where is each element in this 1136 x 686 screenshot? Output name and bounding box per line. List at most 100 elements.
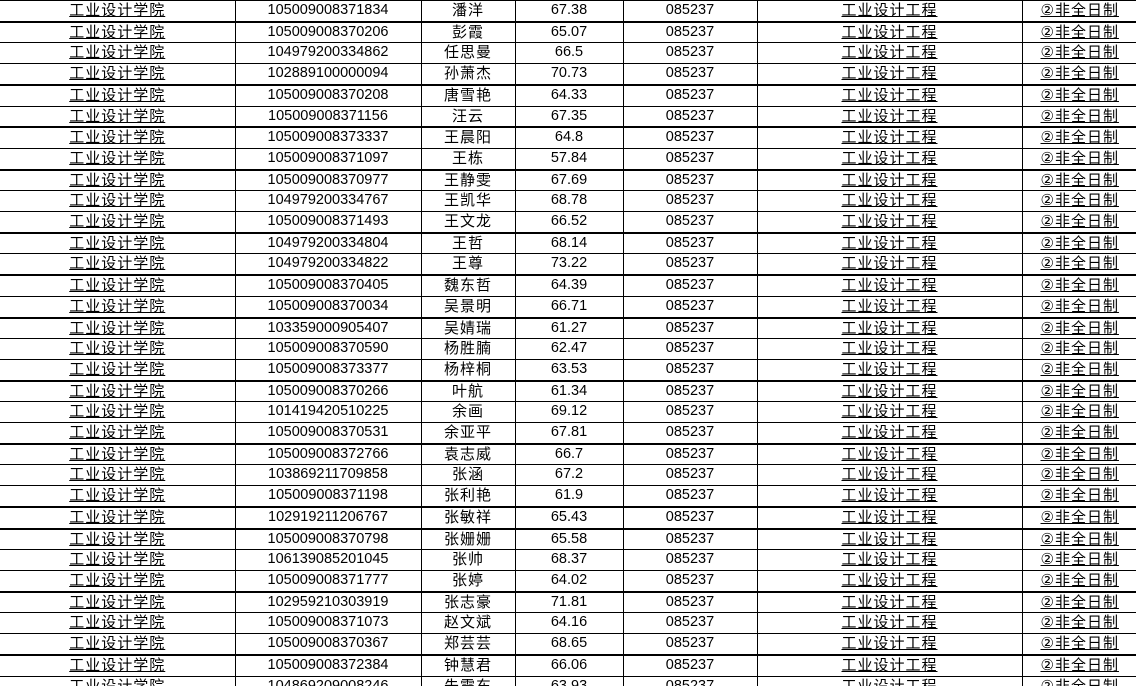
study-mode-cell: ②非全日制: [1022, 21, 1136, 44]
candidate-id-cell: 105009008371073: [235, 612, 422, 635]
study-mode-cell: ②非全日制: [1022, 211, 1136, 234]
score-cell: 64.33: [515, 84, 624, 107]
table-row: 工业设计学院 105009008370531 余亚平 67.81 085237 …: [0, 422, 1136, 445]
name-cell: 王栋: [421, 148, 516, 171]
score-cell: 70.73: [515, 63, 624, 86]
college-cell: 工业设计学院: [0, 63, 236, 86]
candidate-id-cell: 105009008371097: [235, 148, 422, 171]
score-cell: 68.37: [515, 549, 624, 571]
major-cell: 工业设计工程: [757, 401, 1023, 424]
name-cell: 张敏祥: [421, 506, 516, 530]
table-row: 工业设计学院 105009008370977 王静雯 67.69 085237 …: [0, 169, 1136, 192]
program-code-cell: 085237: [623, 190, 758, 213]
name-cell: 王文龙: [421, 211, 516, 234]
score-cell: 67.81: [515, 422, 624, 445]
college-cell: 工业设计学院: [0, 506, 236, 530]
score-cell: 63.53: [515, 359, 624, 382]
name-cell: 杨梓桐: [421, 359, 516, 382]
program-code-cell: 085237: [623, 676, 758, 686]
college-cell: 工业设计学院: [0, 42, 236, 65]
candidate-id-cell: 105009008370405: [235, 275, 422, 297]
name-cell: 赵文斌: [421, 612, 516, 635]
candidate-id-cell: 104979200334767: [235, 190, 422, 213]
name-cell: 王静雯: [421, 169, 516, 192]
score-cell: 68.78: [515, 190, 624, 213]
major-cell: 工业设计工程: [757, 654, 1023, 677]
college-cell: 工业设计学院: [0, 443, 236, 466]
name-cell: 张姗姗: [421, 528, 516, 551]
name-cell: 任思曼: [421, 42, 516, 65]
table-row: 工业设计学院 105009008370266 叶航 61.34 085237 工…: [0, 380, 1136, 403]
major-cell: 工业设计工程: [757, 127, 1023, 149]
study-mode-cell: ②非全日制: [1022, 612, 1136, 635]
study-mode-cell: ②非全日制: [1022, 464, 1136, 487]
program-code-cell: 085237: [623, 422, 758, 445]
study-mode-cell: ②非全日制: [1022, 591, 1136, 614]
major-cell: 工业设计工程: [757, 506, 1023, 530]
table-row: 工业设计学院 105009008370798 张姗姗 65.58 085237 …: [0, 528, 1136, 551]
study-mode-cell: ②非全日制: [1022, 443, 1136, 466]
candidate-id-cell: 104979200334822: [235, 253, 422, 277]
table-row: 工业设计学院 106139085201045 张帅 68.37 085237 工…: [0, 549, 1136, 571]
candidate-id-cell: 102919211206767: [235, 506, 422, 530]
college-cell: 工业设计学院: [0, 0, 236, 23]
study-mode-cell: ②非全日制: [1022, 317, 1136, 340]
name-cell: 王凯华: [421, 190, 516, 213]
candidate-id-cell: 105009008370034: [235, 296, 422, 319]
college-cell: 工业设计学院: [0, 612, 236, 635]
major-cell: 工业设计工程: [757, 422, 1023, 445]
college-cell: 工业设计学院: [0, 317, 236, 340]
college-cell: 工业设计学院: [0, 654, 236, 677]
candidate-id-cell: 106139085201045: [235, 549, 422, 571]
major-cell: 工业设计工程: [757, 275, 1023, 297]
major-cell: 工业设计工程: [757, 84, 1023, 107]
score-cell: 61.9: [515, 485, 624, 508]
score-cell: 64.8: [515, 127, 624, 149]
study-mode-cell: ②非全日制: [1022, 549, 1136, 571]
candidate-id-cell: 103359000905407: [235, 317, 422, 340]
major-cell: 工业设计工程: [757, 63, 1023, 86]
program-code-cell: 085237: [623, 633, 758, 656]
candidate-id-cell: 105009008371777: [235, 570, 422, 593]
program-code-cell: 085237: [623, 42, 758, 65]
college-cell: 工业设计学院: [0, 127, 236, 149]
study-mode-cell: ②非全日制: [1022, 148, 1136, 171]
candidate-id-cell: 105009008370206: [235, 21, 422, 44]
college-cell: 工业设计学院: [0, 485, 236, 508]
candidate-id-cell: 105009008372766: [235, 443, 422, 466]
program-code-cell: 085237: [623, 591, 758, 614]
college-cell: 工业设计学院: [0, 148, 236, 171]
major-cell: 工业设计工程: [757, 464, 1023, 487]
program-code-cell: 085237: [623, 549, 758, 571]
study-mode-cell: ②非全日制: [1022, 528, 1136, 551]
name-cell: 朱震东: [421, 676, 516, 686]
study-mode-cell: ②非全日制: [1022, 127, 1136, 149]
table-row: 工业设计学院 105009008371777 张婷 64.02 085237 工…: [0, 570, 1136, 593]
study-mode-cell: ②非全日制: [1022, 275, 1136, 297]
study-mode-cell: ②非全日制: [1022, 380, 1136, 403]
college-cell: 工业设计学院: [0, 549, 236, 571]
study-mode-cell: ②非全日制: [1022, 401, 1136, 424]
college-cell: 工业设计学院: [0, 338, 236, 360]
candidate-id-cell: 105009008370367: [235, 633, 422, 656]
college-cell: 工业设计学院: [0, 633, 236, 656]
candidate-id-cell: 103869211709858: [235, 464, 422, 487]
table-row: 工业设计学院 105009008373377 杨梓桐 63.53 085237 …: [0, 359, 1136, 382]
score-cell: 65.07: [515, 21, 624, 44]
name-cell: 张志豪: [421, 591, 516, 614]
college-cell: 工业设计学院: [0, 380, 236, 403]
score-cell: 64.16: [515, 612, 624, 635]
candidate-id-cell: 102959210303919: [235, 591, 422, 614]
name-cell: 唐雪艳: [421, 84, 516, 107]
college-cell: 工业设计学院: [0, 359, 236, 382]
program-code-cell: 085237: [623, 338, 758, 360]
college-cell: 工业设计学院: [0, 528, 236, 551]
program-code-cell: 085237: [623, 296, 758, 319]
major-cell: 工业设计工程: [757, 253, 1023, 277]
major-cell: 工业设计工程: [757, 190, 1023, 213]
candidate-id-cell: 102889100000094: [235, 63, 422, 86]
major-cell: 工业设计工程: [757, 633, 1023, 656]
score-cell: 66.71: [515, 296, 624, 319]
